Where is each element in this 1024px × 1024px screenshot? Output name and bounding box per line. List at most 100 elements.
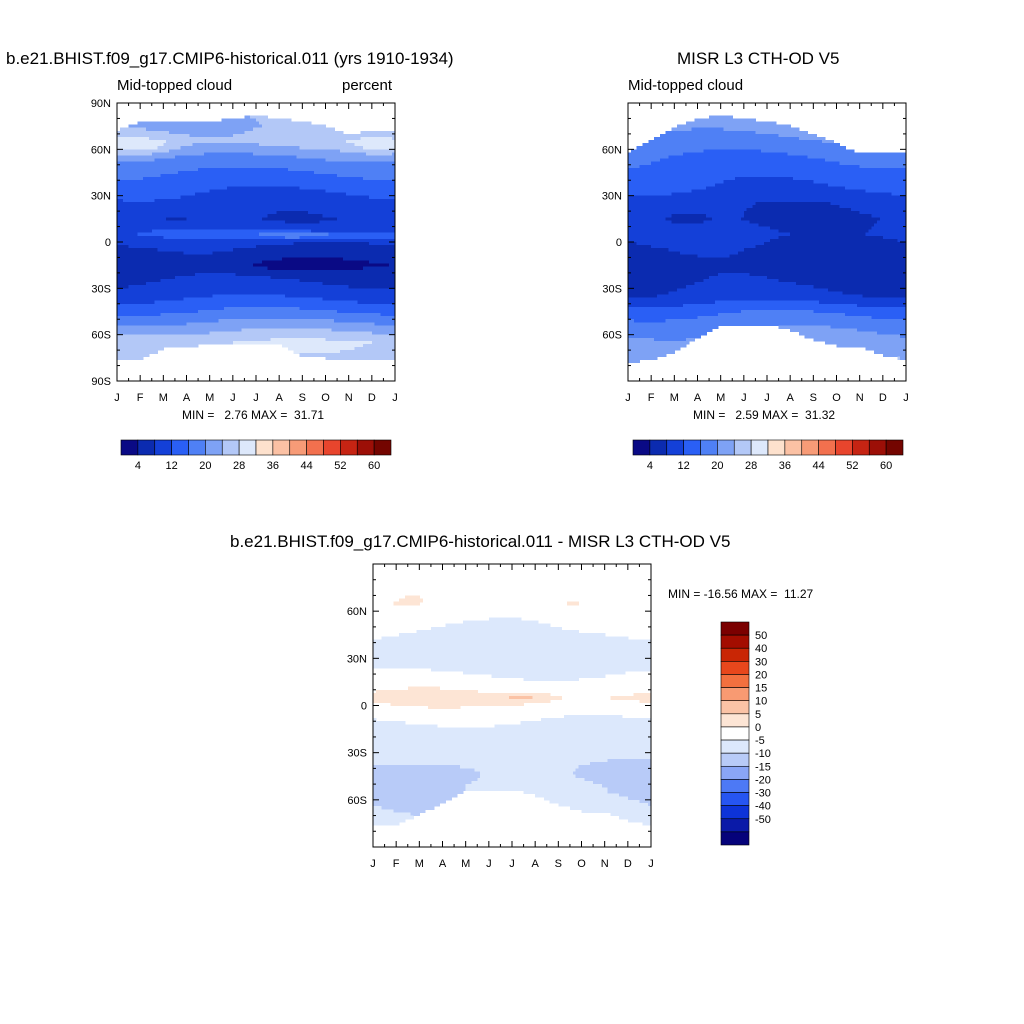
- model-cell: [134, 183, 138, 187]
- model-cell: [189, 294, 193, 299]
- model-cell: [177, 161, 182, 166]
- model-cell: [200, 257, 205, 262]
- model-cell: [206, 180, 211, 184]
- model-cell: [177, 238, 182, 243]
- model-cell: [224, 254, 228, 259]
- model-cell: [140, 143, 144, 147]
- model-cell: [128, 257, 133, 262]
- model-cell: [119, 164, 124, 169]
- model-cell: [200, 211, 205, 215]
- model-cell: [169, 133, 173, 138]
- model-cell: [186, 275, 190, 280]
- model-cell: [235, 260, 240, 265]
- model-cell: [244, 235, 248, 240]
- model-cell: [166, 248, 170, 252]
- model-cell: [137, 325, 141, 330]
- model-cell: [169, 146, 173, 150]
- model-cell: [232, 180, 237, 184]
- model-cell: [143, 130, 147, 135]
- model-cell: [131, 146, 135, 150]
- model-cell: [224, 319, 228, 323]
- model-cell: [117, 248, 121, 252]
- model-cell: [154, 266, 159, 271]
- model-cell: [125, 288, 130, 293]
- model-cell: [137, 220, 141, 225]
- model-cell: [169, 204, 173, 209]
- model-cell: [180, 232, 185, 237]
- model-cell: [131, 124, 135, 129]
- model-cell: [117, 266, 121, 271]
- model-cell: [224, 316, 228, 320]
- model-cell: [172, 325, 176, 330]
- model-cell: [140, 136, 144, 141]
- model-cell: [177, 279, 182, 283]
- model-cell: [244, 217, 248, 221]
- model-cell: [169, 167, 173, 172]
- model-cell: [163, 251, 167, 255]
- model-cell: [238, 325, 243, 330]
- model-cell: [200, 220, 205, 225]
- model-cell: [134, 170, 138, 175]
- model-cell: [215, 309, 219, 314]
- model-cell: [209, 279, 214, 283]
- model-cell: [128, 282, 133, 286]
- model-cell: [215, 152, 219, 157]
- model-cell: [212, 201, 217, 206]
- model-cell: [137, 309, 141, 314]
- model-cell: [241, 217, 246, 221]
- model-cell: [117, 313, 121, 317]
- model-cell: [218, 266, 222, 271]
- model-cell: [143, 177, 147, 181]
- model-cell: [163, 183, 167, 187]
- model-cell: [244, 260, 248, 265]
- model-cell: [125, 242, 130, 246]
- model-cell: [177, 180, 182, 184]
- model-cell: [119, 167, 124, 172]
- model-cell: [128, 170, 133, 175]
- model-cell: [227, 254, 231, 259]
- model-cell: [235, 167, 240, 172]
- model-cell: [203, 211, 208, 215]
- model-cell: [172, 266, 176, 271]
- model-cell: [212, 279, 217, 283]
- model-cell: [163, 297, 167, 302]
- model-cell: [131, 232, 135, 237]
- model-cell: [143, 152, 147, 157]
- model-cell: [166, 158, 170, 163]
- model-cell: [192, 121, 196, 126]
- model-cell: [206, 334, 211, 339]
- model-cell: [212, 328, 217, 333]
- model-cell: [224, 127, 228, 132]
- model-cell: [244, 291, 248, 296]
- model-cell: [195, 152, 199, 157]
- model-cell: [186, 198, 190, 203]
- model-cell: [119, 263, 124, 268]
- model-cell: [122, 130, 127, 135]
- model-cell: [154, 124, 159, 129]
- model-cell: [206, 198, 211, 203]
- model-cell: [186, 279, 190, 283]
- model-cell: [224, 263, 228, 268]
- model-cell: [203, 229, 208, 234]
- model-cell: [189, 152, 193, 157]
- model-cell: [160, 291, 164, 296]
- model-cell: [221, 279, 225, 283]
- model-cell: [119, 288, 124, 293]
- model-cell: [174, 167, 179, 172]
- model-cell: [134, 211, 138, 215]
- model-cell: [131, 192, 135, 197]
- model-cell: [229, 288, 234, 293]
- model-cell: [148, 319, 153, 323]
- model-cell: [209, 140, 214, 144]
- model-cell: [241, 211, 246, 215]
- model-cell: [198, 121, 202, 126]
- model-cell: [189, 208, 193, 212]
- model-cell: [180, 300, 185, 305]
- model-cell: [180, 254, 185, 259]
- model-cell: [157, 183, 162, 187]
- model-cell: [206, 201, 211, 206]
- model-cell: [177, 170, 182, 175]
- model-cell: [137, 152, 141, 157]
- model-cell: [157, 279, 162, 283]
- model-cell: [238, 331, 243, 336]
